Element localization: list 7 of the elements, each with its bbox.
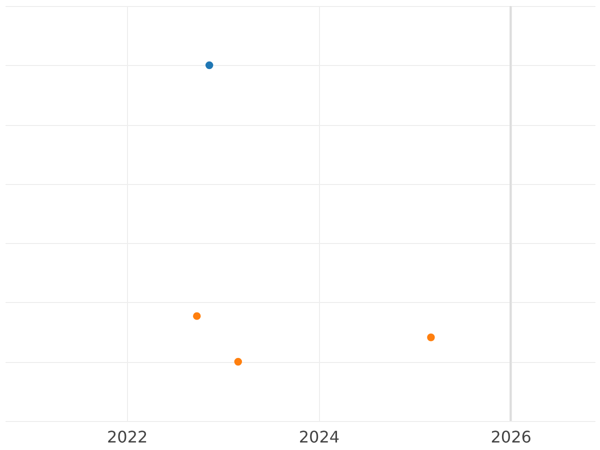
point (427, 334, 435, 342)
point (234, 358, 242, 366)
x-tick-label: 2026 (490, 428, 532, 446)
x-tick-label: 2022 (106, 428, 148, 446)
x-tick-label: 2024 (298, 428, 340, 446)
point (192, 312, 201, 320)
point (205, 61, 214, 70)
